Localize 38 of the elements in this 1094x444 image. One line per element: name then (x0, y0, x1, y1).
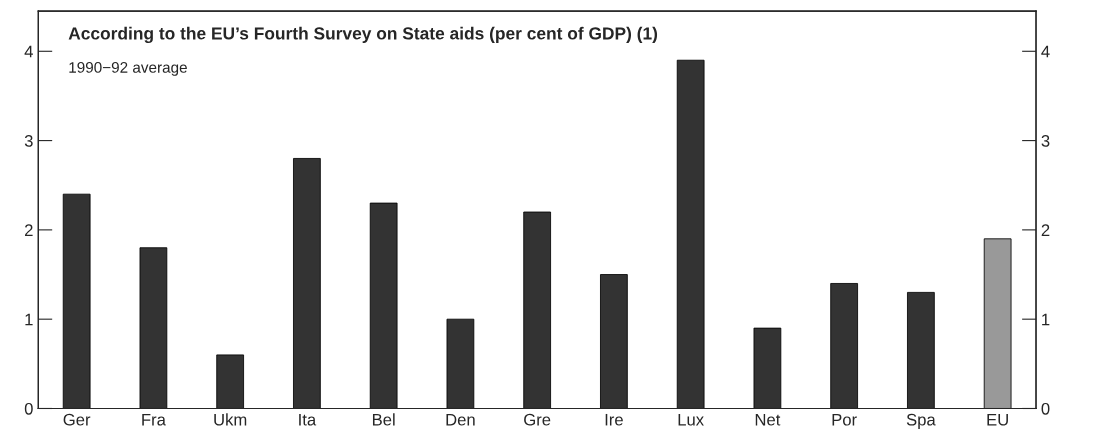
x-tick-label: Ukm (214, 413, 247, 426)
y-tick-label: 2 (25, 224, 33, 236)
bar (600, 274, 628, 409)
bar (983, 238, 1012, 409)
y2-tick-label: 0 (1041, 402, 1050, 415)
x-tick-label: Gre (524, 413, 551, 426)
y-tick-label: 3 (24, 134, 33, 147)
y-tick-label: 1 (25, 313, 33, 326)
bar (446, 318, 475, 409)
y2-tick-label: 1 (1042, 313, 1050, 326)
text: According to the EU’s Fourth Survey on State aids (per cent of GDP) (1) (68, 26, 658, 44)
x-tick-label: Ger (63, 413, 91, 426)
bar (523, 211, 551, 409)
x-tick-label: Spa (906, 413, 936, 429)
bar (830, 283, 858, 409)
bar (369, 202, 398, 409)
y2-tick-label: 2 (1041, 224, 1050, 236)
x-tick-label: Fra (142, 413, 166, 426)
y-tick-label: 4 (24, 45, 33, 58)
y2-tick-label: 3 (1041, 134, 1050, 147)
x-tick-label: Por (832, 413, 857, 426)
x-tick-label: Ire (605, 413, 623, 426)
x-tick-label: Lux (678, 413, 704, 426)
x-tick-label: Ita (299, 413, 317, 426)
bar (293, 158, 321, 409)
x-tick-label: Net (755, 413, 781, 426)
y2-tick-label: 4 (1041, 45, 1050, 58)
x-tick-label: Bel (372, 413, 395, 426)
bar (139, 247, 168, 409)
x-tick-label: EU (987, 413, 1008, 426)
bar (907, 291, 935, 409)
y-tick-label: 0 (24, 402, 33, 415)
bar (753, 327, 782, 409)
text: 1990−92 average (69, 62, 187, 76)
bar (216, 354, 245, 409)
x-tick-label: Den (446, 413, 475, 426)
bar (676, 59, 705, 409)
bar (62, 193, 91, 409)
